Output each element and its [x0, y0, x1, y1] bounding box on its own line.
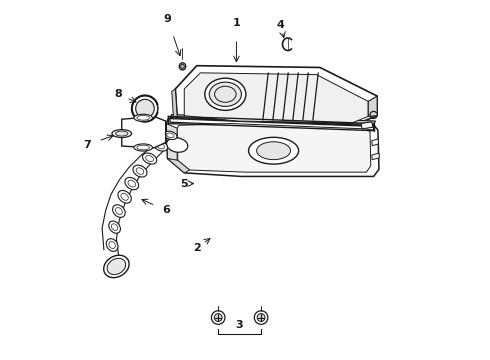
- Text: 8: 8: [114, 89, 122, 99]
- Ellipse shape: [164, 131, 177, 140]
- Ellipse shape: [104, 255, 129, 278]
- Ellipse shape: [211, 311, 225, 324]
- Text: 4: 4: [277, 19, 285, 30]
- Ellipse shape: [214, 314, 222, 321]
- Polygon shape: [167, 123, 177, 160]
- Ellipse shape: [209, 82, 242, 107]
- Ellipse shape: [106, 239, 118, 251]
- Ellipse shape: [257, 314, 265, 321]
- Ellipse shape: [116, 131, 128, 136]
- Polygon shape: [172, 89, 177, 119]
- Text: 1: 1: [233, 18, 240, 28]
- Ellipse shape: [205, 78, 246, 111]
- Ellipse shape: [254, 311, 268, 324]
- Text: 2: 2: [193, 243, 200, 253]
- Ellipse shape: [113, 205, 125, 217]
- Polygon shape: [170, 114, 375, 125]
- Polygon shape: [184, 73, 368, 123]
- Ellipse shape: [134, 144, 152, 151]
- Ellipse shape: [107, 258, 126, 275]
- Ellipse shape: [179, 63, 186, 70]
- Text: 6: 6: [162, 205, 170, 215]
- Ellipse shape: [118, 190, 131, 203]
- Ellipse shape: [143, 153, 157, 164]
- Text: 5: 5: [180, 179, 187, 189]
- Polygon shape: [168, 158, 190, 173]
- Ellipse shape: [125, 177, 139, 190]
- Ellipse shape: [257, 142, 291, 159]
- Ellipse shape: [134, 114, 152, 121]
- Ellipse shape: [133, 165, 147, 177]
- Ellipse shape: [136, 99, 154, 118]
- Polygon shape: [122, 116, 166, 148]
- Text: 3: 3: [235, 320, 243, 330]
- Ellipse shape: [248, 137, 298, 164]
- Polygon shape: [177, 123, 371, 172]
- Polygon shape: [372, 153, 379, 159]
- Polygon shape: [167, 118, 379, 176]
- Polygon shape: [170, 118, 373, 130]
- Polygon shape: [175, 66, 377, 123]
- Polygon shape: [372, 139, 379, 146]
- Ellipse shape: [181, 64, 184, 68]
- Text: 9: 9: [164, 14, 171, 23]
- Polygon shape: [368, 96, 377, 116]
- Ellipse shape: [109, 221, 121, 233]
- Ellipse shape: [167, 138, 188, 152]
- Text: 7: 7: [83, 140, 91, 150]
- Ellipse shape: [132, 96, 158, 121]
- Ellipse shape: [112, 130, 132, 138]
- Ellipse shape: [154, 141, 168, 151]
- Polygon shape: [361, 122, 373, 129]
